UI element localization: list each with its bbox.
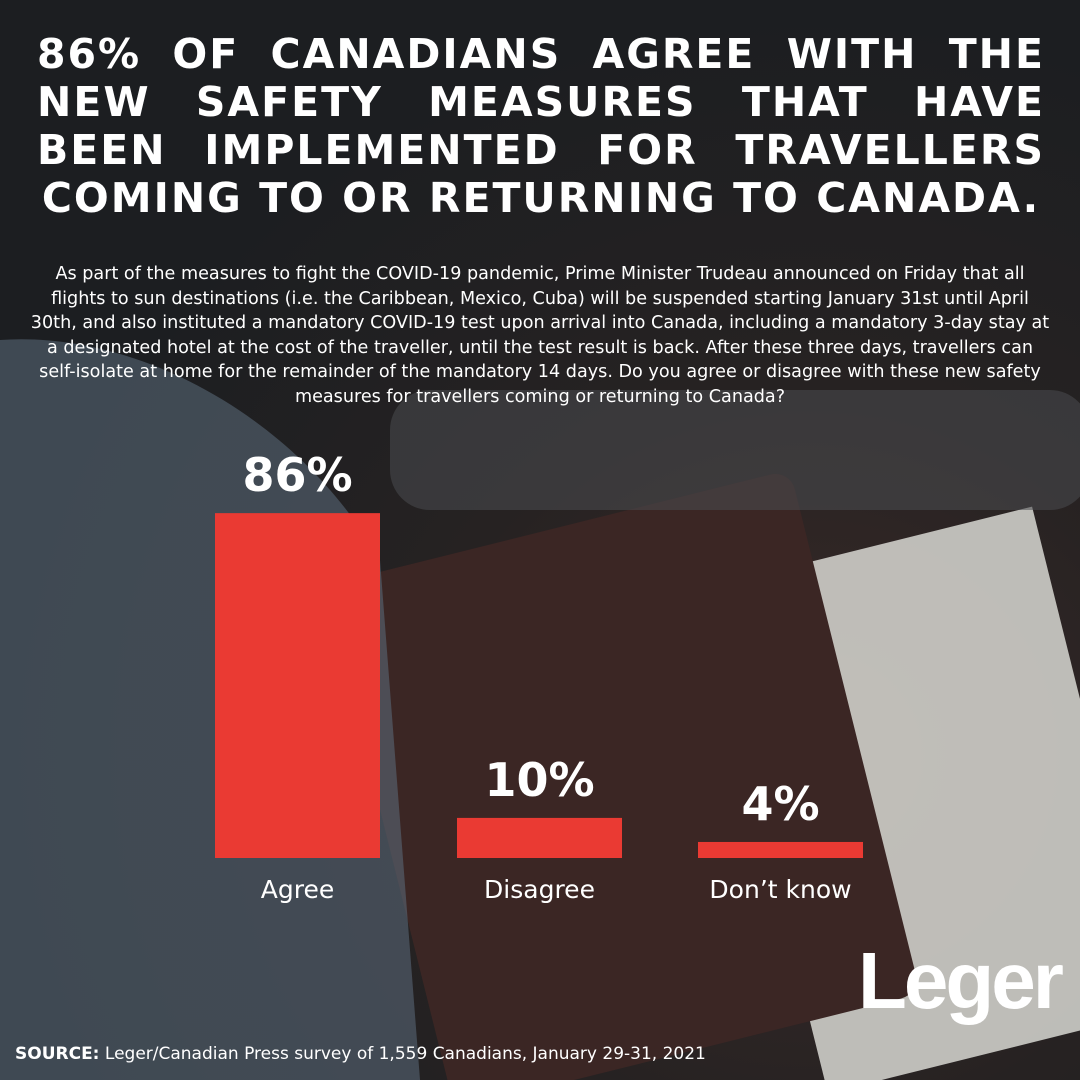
category-label: Disagree [484,875,595,904]
source-label: SOURCE: [15,1044,100,1064]
bar [698,841,863,858]
source: SOURCE: Leger/Canadian Press survey of 1… [15,1044,706,1064]
passport [328,473,917,1080]
category-label: Don’t know [709,875,851,904]
bar [215,513,380,858]
value-label: 10% [484,753,594,807]
title: 86% OF CANADIANS AGREE WITH THE NEW SAFE… [37,30,1045,222]
logo: Leger [858,936,1064,1025]
value-label: 86% [242,448,352,502]
subtitle: As part of the measures to fight the COV… [30,264,1050,407]
category-label: Agree [261,875,334,904]
bar [457,817,622,858]
source-text: Leger/Canadian Press survey of 1,559 Can… [104,1044,706,1064]
handle [390,390,1080,510]
value-label: 4% [741,777,819,831]
